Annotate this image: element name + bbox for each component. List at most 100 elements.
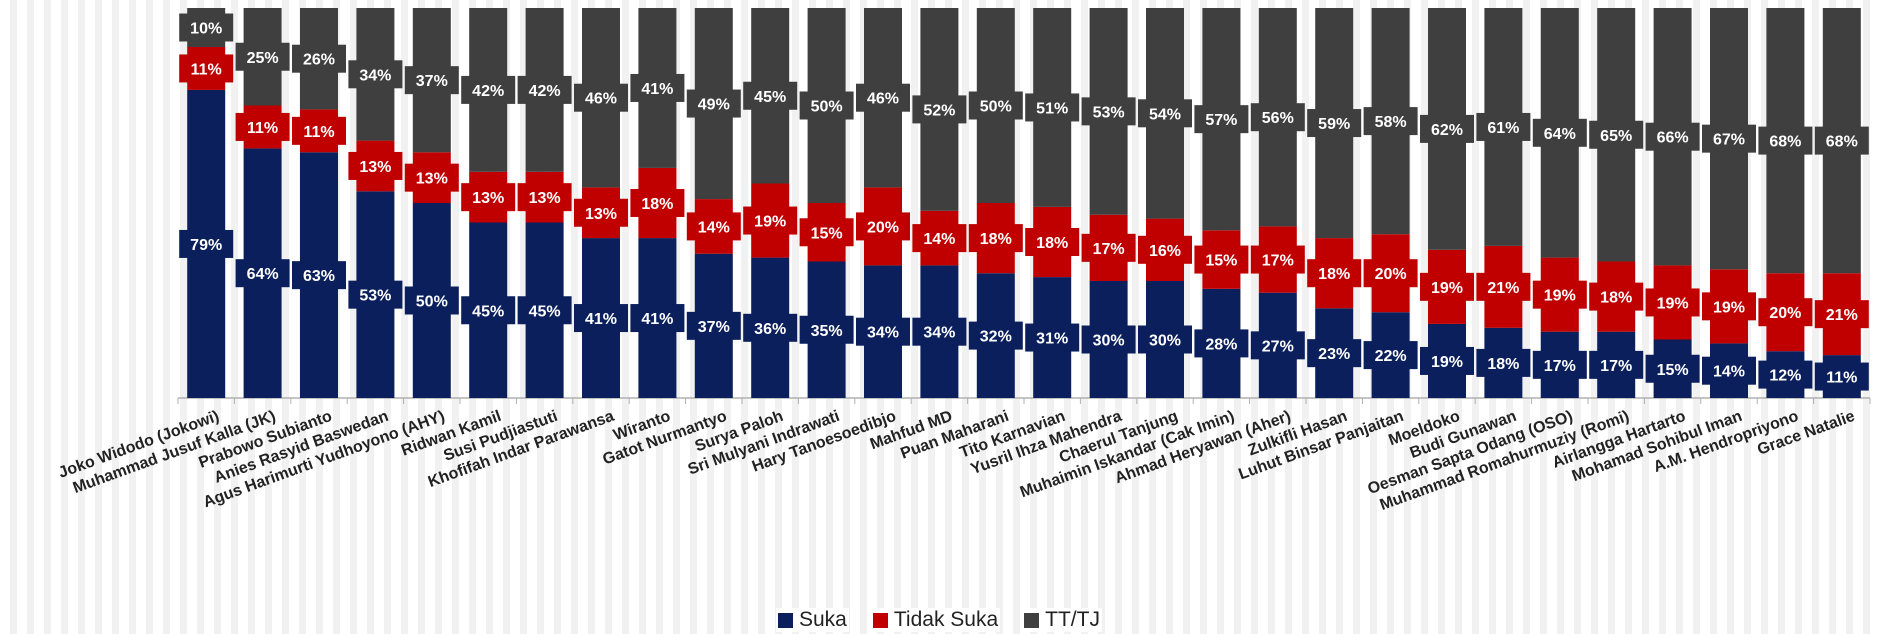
data-label-bg-tidak-suka-hary-tanoesoedibjo [856, 212, 910, 241]
legend-item-suka: Suka [776, 608, 849, 632]
data-label-tidak-suka-gatot-nurmantyo: 14% [698, 219, 730, 236]
data-label-bg-tt-tj-puan-maharani [968, 91, 1023, 120]
data-label-bg-suka-surya-paloh [743, 313, 798, 342]
data-label-bg-tidak-suka-muhaimin-iskandar-cak-imin [1194, 245, 1249, 274]
data-label-tidak-suka-muhammad-jusuf-kalla-jk: 11% [247, 120, 278, 137]
data-label-bg-tt-tj-muhammad-romahurmuziy-romi [1589, 120, 1644, 149]
data-label-suka-mohamad-sohibul-iman: 14% [1713, 364, 1745, 381]
data-label-tidak-suka-muhaimin-iskandar-cak-imin: 15% [1205, 253, 1237, 270]
data-label-tidak-suka-puan-maharani: 18% [980, 231, 1012, 248]
data-label-bg-suka-joko-widodo-jokowi [179, 229, 234, 258]
data-label-bg-suka-chaerul-tanjung [1138, 325, 1192, 354]
data-label-tt-tj-susi-pudjiastuti: 42% [529, 83, 561, 100]
data-label-bg-suka-zulkifli-hasan [1307, 339, 1362, 368]
data-label-tidak-suka-grace-natalie: 21% [1826, 307, 1858, 324]
data-label-tidak-suka-joko-widodo-jokowi: 11% [191, 61, 222, 78]
legend-item-tt-tj: TT/TJ [1022, 608, 1102, 632]
data-label-bg-suka-airlangga-hartarto [1645, 354, 1700, 383]
data-label-bg-tidak-suka-muhammad-jusuf-kalla-jk [235, 112, 290, 141]
data-label-tt-tj-budi-gunawan: 61% [1487, 120, 1519, 137]
data-label-suka-muhammad-jusuf-kalla-jk: 64% [247, 266, 279, 283]
data-label-bg-tt-tj-yusril-ihza-mahendra [1081, 97, 1136, 126]
data-label-tidak-suka-anies-rasyid-baswedan: 13% [359, 159, 391, 176]
data-label-suka-zulkifli-hasan: 23% [1318, 346, 1350, 363]
data-label-bg-tidak-suka-luhut-binsar-panjaitan [1363, 259, 1418, 288]
data-label-bg-tt-tj-ridwan-kamil [461, 75, 516, 104]
data-label-bg-tidak-suka-surya-paloh [743, 206, 798, 235]
data-label-bg-tidak-suka-sri-mulyani-indrawati [799, 218, 854, 247]
data-label-bg-suka-a-m-hendropriyono [1758, 360, 1813, 389]
data-label-tidak-suka-tito-karnavian: 18% [1036, 235, 1068, 252]
data-label-bg-tidak-suka-ridwan-kamil [461, 183, 516, 212]
data-label-bg-suka-oesman-sapta-odang-oso [1532, 350, 1587, 379]
data-label-bg-tt-tj-zulkifli-hasan [1307, 109, 1362, 138]
data-label-bg-tt-tj-muhammad-jusuf-kalla-jk [235, 42, 290, 71]
data-label-bg-suka-khofifah-indar-parawansa [574, 304, 628, 333]
data-label-bg-suka-prabowo-subianto [292, 261, 346, 290]
data-label-tidak-suka-mahfud-md: 14% [923, 231, 955, 248]
legend-swatch-tt-tj [1024, 612, 1040, 628]
data-label-bg-tidak-suka-tito-karnavian [1025, 228, 1080, 256]
legend-label-suka: Suka [799, 608, 847, 631]
data-label-bg-suka-moeldoko [1420, 346, 1474, 375]
data-label-suka-gatot-nurmantyo: 37% [698, 319, 730, 336]
data-label-tt-tj-ridwan-kamil: 42% [472, 83, 504, 100]
data-label-bg-tt-tj-prabowo-subianto [292, 44, 346, 73]
data-label-suka-a-m-hendropriyono: 12% [1769, 368, 1801, 385]
data-label-bg-tt-tj-moeldoko [1420, 114, 1474, 143]
data-label-bg-tidak-suka-khofifah-indar-parawansa [574, 198, 628, 227]
data-label-tidak-suka-oesman-sapta-odang-oso: 19% [1544, 288, 1576, 305]
data-label-bg-suka-luhut-binsar-panjaitan [1363, 341, 1418, 370]
data-label-bg-suka-puan-maharani [968, 321, 1023, 350]
data-label-suka-moeldoko: 19% [1431, 354, 1463, 371]
data-label-tidak-suka-khofifah-indar-parawansa: 13% [585, 206, 617, 223]
data-label-bg-tidak-suka-puan-maharani [968, 224, 1023, 253]
data-label-tt-tj-anies-rasyid-baswedan: 34% [359, 67, 391, 84]
legend-label-tidak-suka: Tidak Suka [893, 608, 999, 631]
legend-swatch-suka [778, 612, 793, 628]
data-label-bg-suka-muhammad-romahurmuziy-romi [1589, 350, 1644, 379]
data-label-bg-tt-tj-susi-pudjiastuti [517, 75, 572, 104]
data-label-bg-suka-mohamad-sohibul-iman [1702, 356, 1756, 385]
data-label-bg-tt-tj-grace-natalie [1814, 126, 1869, 155]
data-label-tt-tj-agus-harimurti-yudhoyono-ahy: 37% [416, 73, 448, 90]
data-label-bg-tt-tj-muhaimin-iskandar-cak-imin [1194, 105, 1249, 134]
legend-item-tidak-suka: Tidak Suka [870, 608, 1001, 632]
data-label-bg-tidak-suka-joko-widodo-jokowi [179, 54, 234, 83]
data-label-bg-tt-tj-tito-karnavian [1025, 93, 1080, 122]
data-label-tidak-suka-mohamad-sohibul-iman: 19% [1713, 299, 1745, 316]
data-label-tt-tj-wiranto: 41% [641, 81, 673, 98]
data-label-tt-tj-muhammad-jusuf-kalla-jk: 25% [247, 50, 279, 67]
data-label-tidak-suka-wiranto: 18% [641, 196, 673, 213]
data-label-bg-suka-susi-pudjiastuti [517, 296, 572, 325]
data-label-bg-tt-tj-surya-paloh [743, 81, 798, 110]
data-label-tt-tj-sri-mulyani-indrawati: 50% [811, 99, 843, 116]
data-label-bg-tidak-suka-muhammad-romahurmuziy-romi [1589, 282, 1644, 311]
data-label-bg-tidak-suka-gatot-nurmantyo [686, 212, 741, 241]
data-label-suka-budi-gunawan: 18% [1487, 356, 1519, 373]
data-label-bg-tidak-suka-wiranto [630, 189, 685, 217]
data-label-bg-tidak-suka-yusril-ihza-mahendra [1081, 233, 1136, 262]
data-label-suka-luhut-binsar-panjaitan: 22% [1375, 348, 1407, 365]
data-label-suka-yusril-ihza-mahendra: 30% [1093, 333, 1125, 350]
data-label-tidak-suka-yusril-ihza-mahendra: 17% [1093, 241, 1125, 258]
data-label-tt-tj-tito-karnavian: 51% [1036, 100, 1068, 117]
data-label-tidak-suka-susi-pudjiastuti: 13% [529, 190, 561, 207]
data-label-tt-tj-khofifah-indar-parawansa: 46% [585, 91, 617, 108]
data-label-bg-tidak-suka-mohamad-sohibul-iman [1702, 292, 1756, 321]
data-label-suka-muhaimin-iskandar-cak-imin: 28% [1205, 336, 1237, 353]
data-label-tt-tj-muhaimin-iskandar-cak-imin: 57% [1205, 112, 1237, 129]
data-label-tt-tj-hary-tanoesoedibjo: 46% [867, 91, 899, 108]
data-label-bg-tt-tj-mahfud-md [912, 95, 967, 124]
data-label-bg-tidak-suka-mahfud-md [912, 224, 967, 253]
data-label-tidak-suka-prabowo-subianto: 11% [303, 124, 334, 141]
data-label-suka-hary-tanoesoedibjo: 34% [867, 325, 899, 342]
data-label-suka-agus-harimurti-yudhoyono-ahy: 50% [416, 294, 448, 311]
data-label-bg-tidak-suka-susi-pudjiastuti [517, 183, 572, 212]
data-label-bg-suka-muhaimin-iskandar-cak-imin [1194, 329, 1249, 358]
data-label-tidak-suka-zulkifli-hasan: 18% [1318, 266, 1350, 283]
data-label-suka-airlangga-hartarto: 15% [1657, 362, 1689, 379]
data-label-bg-tidak-suka-anies-rasyid-baswedan [348, 151, 403, 180]
data-label-suka-chaerul-tanjung: 30% [1149, 333, 1181, 350]
